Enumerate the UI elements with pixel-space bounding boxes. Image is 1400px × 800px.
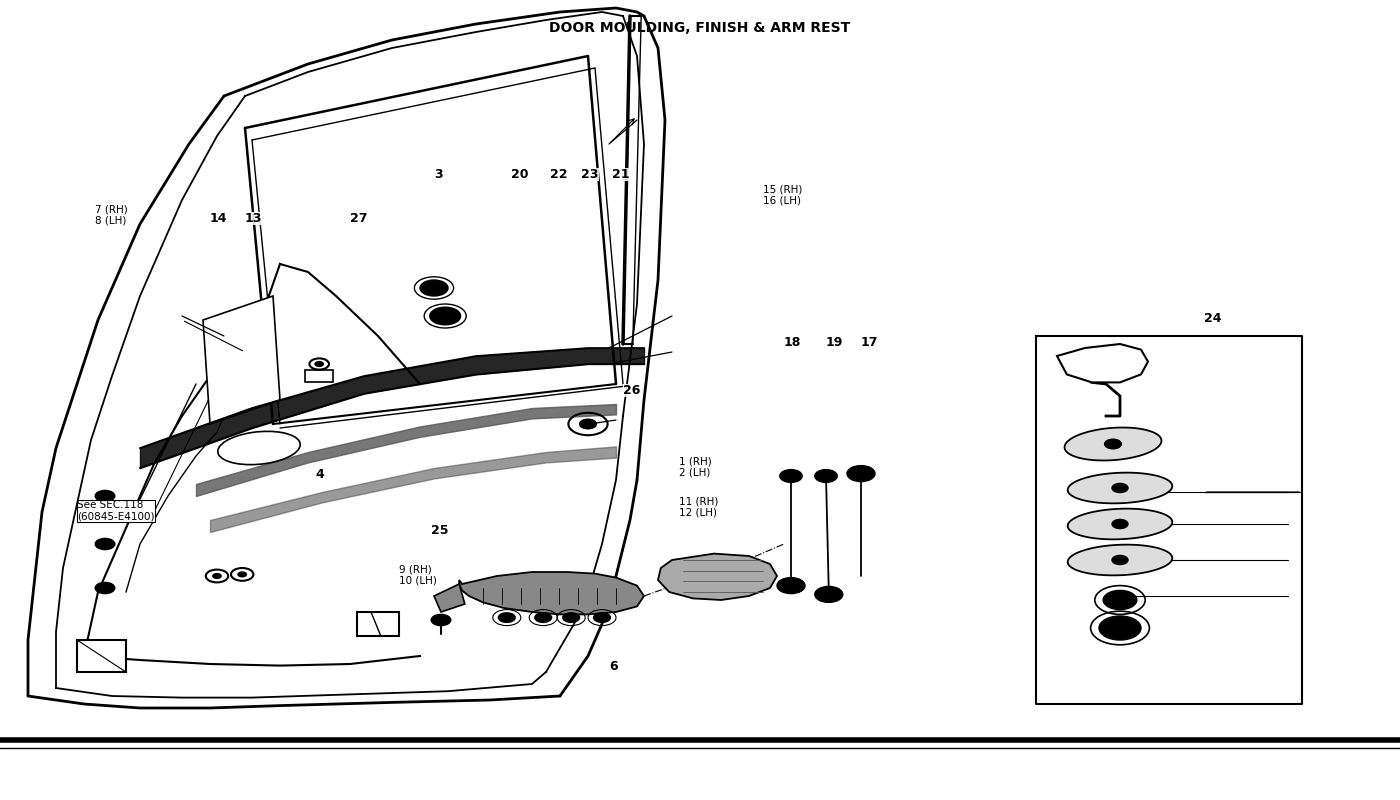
Circle shape: [213, 574, 221, 578]
Text: 26: 26: [623, 384, 640, 397]
Circle shape: [1105, 439, 1121, 449]
Text: 7 (RH)
8 (LH): 7 (RH) 8 (LH): [95, 204, 127, 226]
Circle shape: [95, 582, 115, 594]
Polygon shape: [658, 554, 777, 600]
Circle shape: [1112, 519, 1128, 529]
Polygon shape: [1064, 427, 1162, 461]
Polygon shape: [459, 572, 644, 614]
Circle shape: [1112, 483, 1128, 493]
Polygon shape: [1068, 509, 1172, 539]
Circle shape: [420, 280, 448, 296]
Circle shape: [780, 470, 802, 482]
Circle shape: [95, 490, 115, 502]
Circle shape: [1103, 590, 1137, 610]
Text: 14: 14: [210, 212, 227, 225]
Circle shape: [498, 613, 515, 622]
Text: 1 (RH)
2 (LH): 1 (RH) 2 (LH): [679, 456, 711, 478]
Polygon shape: [77, 640, 126, 672]
Circle shape: [95, 538, 115, 550]
Circle shape: [238, 572, 246, 577]
Text: 19: 19: [826, 336, 843, 349]
Text: 22: 22: [550, 168, 568, 181]
Text: 9 (RH)
10 (LH): 9 (RH) 10 (LH): [399, 564, 437, 586]
Text: 3: 3: [434, 168, 442, 181]
Text: 27: 27: [350, 212, 367, 225]
Circle shape: [315, 362, 323, 366]
Circle shape: [430, 307, 461, 325]
Text: 13: 13: [245, 212, 262, 225]
Circle shape: [431, 614, 451, 626]
Text: 6: 6: [609, 660, 617, 673]
Text: See SEC.118
(60845-E4100): See SEC.118 (60845-E4100): [77, 500, 154, 522]
Text: 11 (RH)
12 (LH): 11 (RH) 12 (LH): [679, 496, 718, 518]
Polygon shape: [1068, 545, 1172, 575]
Polygon shape: [1068, 473, 1172, 503]
Polygon shape: [434, 584, 465, 612]
Ellipse shape: [218, 431, 300, 465]
Circle shape: [815, 470, 837, 482]
Text: 4: 4: [315, 468, 323, 481]
Text: 15 (RH)
16 (LH): 15 (RH) 16 (LH): [763, 184, 802, 206]
Polygon shape: [305, 370, 333, 382]
Text: DOOR MOULDING, FINISH & ARM REST: DOOR MOULDING, FINISH & ARM REST: [549, 21, 851, 35]
Circle shape: [594, 613, 610, 622]
Circle shape: [815, 586, 843, 602]
Polygon shape: [203, 296, 280, 424]
Circle shape: [777, 578, 805, 594]
Circle shape: [1099, 616, 1141, 640]
Text: 18: 18: [784, 336, 801, 349]
Text: 23: 23: [581, 168, 598, 181]
Text: See SEC.118
(60845-E4100): See SEC.118 (60845-E4100): [77, 500, 154, 522]
Text: 25: 25: [431, 524, 448, 537]
Text: 17: 17: [861, 336, 879, 349]
Text: 24: 24: [1204, 312, 1221, 325]
Circle shape: [563, 613, 580, 622]
Circle shape: [580, 419, 596, 429]
Polygon shape: [1057, 344, 1148, 382]
Circle shape: [535, 613, 552, 622]
Polygon shape: [357, 612, 399, 636]
Text: 20: 20: [511, 168, 529, 181]
Circle shape: [1112, 555, 1128, 565]
Text: 21: 21: [612, 168, 629, 181]
Circle shape: [847, 466, 875, 482]
